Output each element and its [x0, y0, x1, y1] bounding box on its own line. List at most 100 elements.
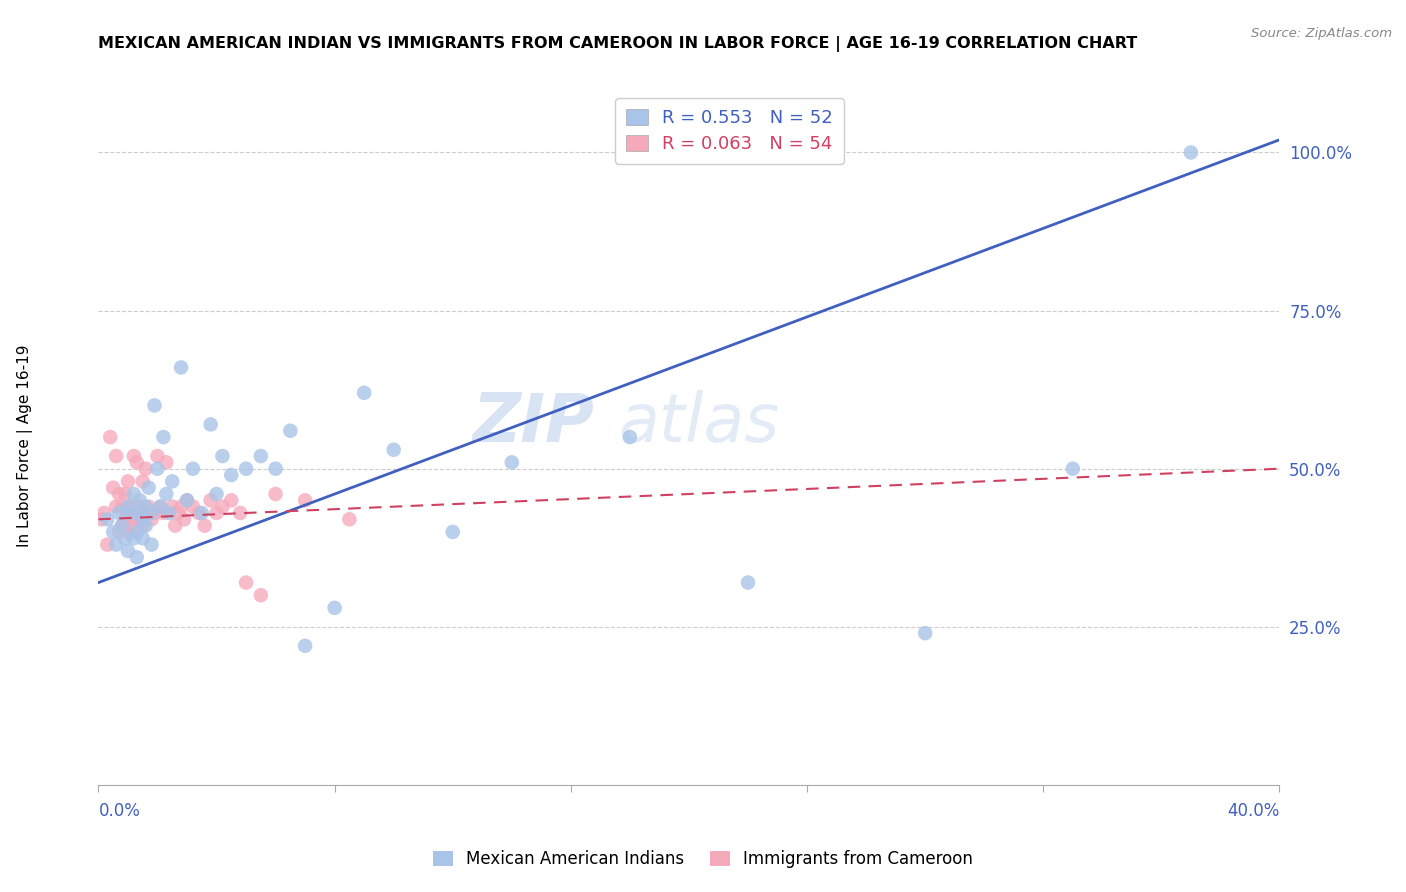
Point: [108, 487, 131, 501]
Point: [250, 588, 273, 602]
Point: [141, 512, 163, 526]
Point: [382, 442, 405, 457]
Point: [250, 449, 273, 463]
Point: [229, 506, 252, 520]
Point: [162, 475, 183, 489]
Point: [205, 506, 228, 520]
Point: [138, 481, 160, 495]
Legend: R = 0.553   N = 52, R = 0.063   N = 54: R = 0.553 N = 52, R = 0.063 N = 54: [616, 98, 844, 163]
Point: [155, 487, 177, 501]
Point: [181, 500, 204, 514]
Point: [353, 385, 375, 400]
Point: [132, 531, 155, 545]
Point: [278, 424, 302, 438]
Point: [167, 506, 190, 520]
Point: [135, 461, 157, 475]
Point: [108, 524, 131, 539]
Point: [132, 475, 155, 489]
Point: [135, 500, 157, 514]
Point: [128, 512, 150, 526]
Point: [235, 461, 257, 475]
Text: 0.0%: 0.0%: [98, 802, 141, 820]
Point: [619, 430, 641, 444]
Point: [114, 487, 136, 501]
Point: [323, 600, 346, 615]
Point: [143, 506, 166, 520]
Point: [337, 512, 360, 526]
Point: [146, 461, 169, 475]
Point: [122, 449, 145, 463]
Point: [294, 493, 316, 508]
Point: [114, 531, 136, 545]
Point: [117, 500, 139, 514]
Point: [103, 481, 125, 495]
Point: [111, 518, 134, 533]
Point: [111, 518, 134, 533]
Point: [200, 417, 222, 432]
Point: [117, 475, 139, 489]
Text: atlas: atlas: [619, 390, 779, 456]
Point: [152, 430, 174, 444]
Point: [194, 518, 217, 533]
Point: [501, 455, 523, 469]
Point: [132, 512, 155, 526]
Point: [149, 500, 172, 514]
Point: [98, 430, 121, 444]
Point: [170, 360, 193, 375]
Point: [108, 506, 131, 520]
Point: [135, 506, 157, 520]
Point: [200, 493, 222, 508]
Point: [441, 524, 464, 539]
Point: [143, 399, 166, 413]
Point: [294, 639, 316, 653]
Point: [170, 500, 193, 514]
Point: [117, 506, 139, 520]
Point: [120, 506, 142, 520]
Point: [122, 487, 145, 501]
Point: [128, 506, 150, 520]
Text: MEXICAN AMERICAN INDIAN VS IMMIGRANTS FROM CAMEROON IN LABOR FORCE | AGE 16-19 C: MEXICAN AMERICAN INDIAN VS IMMIGRANTS FR…: [98, 36, 1137, 52]
Point: [105, 500, 128, 514]
Point: [173, 512, 195, 526]
Point: [103, 524, 125, 539]
Point: [122, 512, 145, 526]
Point: [114, 512, 136, 526]
Point: [146, 449, 169, 463]
Text: Source: ZipAtlas.com: Source: ZipAtlas.com: [1251, 27, 1392, 40]
Point: [117, 544, 139, 558]
Point: [181, 461, 204, 475]
Point: [105, 449, 128, 463]
Point: [105, 538, 128, 552]
Point: [117, 524, 139, 539]
Point: [162, 500, 183, 514]
Point: [135, 518, 157, 533]
Point: [96, 538, 118, 552]
Point: [737, 575, 759, 590]
Point: [155, 455, 177, 469]
Point: [128, 493, 150, 508]
Point: [141, 506, 163, 520]
Point: [128, 500, 150, 514]
Point: [235, 575, 257, 590]
Point: [219, 468, 242, 483]
Point: [141, 538, 163, 552]
Point: [111, 500, 134, 514]
Point: [1180, 145, 1202, 160]
Point: [1062, 461, 1084, 475]
Point: [90, 512, 112, 526]
Point: [120, 500, 142, 514]
Text: 40.0%: 40.0%: [1227, 802, 1279, 820]
Point: [157, 506, 180, 520]
Point: [205, 487, 228, 501]
Point: [138, 500, 160, 514]
Point: [914, 626, 936, 640]
Point: [219, 493, 242, 508]
Point: [187, 506, 209, 520]
Point: [152, 506, 174, 520]
Point: [122, 531, 145, 545]
Point: [132, 518, 155, 533]
Point: [176, 493, 198, 508]
Text: ZIP: ZIP: [472, 390, 595, 456]
Point: [165, 518, 187, 533]
Legend: Mexican American Indians, Immigrants from Cameroon: Mexican American Indians, Immigrants fro…: [426, 844, 980, 875]
